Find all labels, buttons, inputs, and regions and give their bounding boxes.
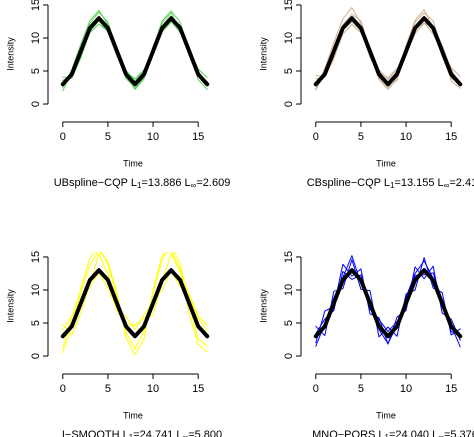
caption: UBspline−CQP L1=13.886 L∞=2.609 [54,177,231,190]
x-axis-label: Time [123,410,143,420]
y-axis-label: Intensity [258,289,268,323]
caption-subscript: 1 [390,181,395,190]
caption-subscript: ∞ [444,181,450,190]
x-tick-label: 0 [313,131,319,143]
caption-text: MNO−PQRS L [312,429,384,437]
series-line [62,9,208,89]
x-axis-label: Time [123,158,143,168]
caption-text: CBspline−CQP L [307,177,390,189]
caption-subscript: 1 [385,433,390,437]
x-tick-label: 10 [400,383,412,395]
x-tick-label: 0 [60,131,66,143]
caption-text: =13.886 L [141,177,190,189]
caption-text: =24.741 L [133,429,182,437]
caption-text: =24.040 L [389,429,438,437]
caption-text: =5.800 [188,429,222,437]
x-tick-label: 15 [192,383,204,395]
panel: 0 5 10 15 0 5 10 15 Intensity Time MNO−PQRS L1=24.… [258,251,474,437]
x-tick-label: 5 [358,383,364,395]
x-tick-label: 15 [445,383,457,395]
y-axis-label: Intensity [5,37,15,71]
x-axis-label: Time [376,410,396,420]
x-tick-label: 0 [313,383,319,395]
caption-text: =13.155 L [394,177,443,189]
x-tick-label: 0 [60,383,66,395]
series-line [315,21,461,79]
y-axis-label: Intensity [5,289,15,323]
y-tick-label: 0 [30,353,42,359]
series-line [315,270,461,335]
plot-lines [313,7,463,91]
plot-lines [313,255,463,348]
caption-text: =2.417 [449,177,474,189]
y-tick-label: 5 [283,320,295,326]
plot-lines [60,252,210,356]
y-tick-label: 10 [30,284,42,296]
y-tick-label: 5 [283,68,295,74]
y-tick-label: 15 [283,0,295,11]
caption-subscript: 1 [129,433,134,437]
caption: CBspline−CQP L1=13.155 L∞=2.417 [307,177,474,190]
y-tick-label: 15 [283,251,295,263]
caption: I−SMOOTH L1=24.741 L∞=5.800 [62,429,222,437]
y-axis-label: Intensity [258,37,268,71]
caption: MNO−PQRS L1=24.040 L∞=5.376 [312,429,474,437]
series-line [313,268,463,339]
x-tick-label: 5 [105,383,111,395]
y-tick-label: 0 [30,101,42,107]
x-tick-label: 10 [147,131,159,143]
series-line [62,252,208,350]
y-tick-label: 5 [30,68,42,74]
series-line [62,21,208,87]
series-line [62,20,208,80]
y-tick-label: 0 [283,101,295,107]
x-axis-label: Time [376,158,396,168]
series-line [60,268,210,339]
y-tick-label: 10 [283,284,295,296]
series-line [315,255,461,348]
series-line [315,263,461,345]
caption-subscript: ∞ [191,181,197,190]
series-line [62,253,208,336]
y-tick-label: 10 [30,32,42,44]
y-tick-label: 10 [283,32,295,44]
caption-subscript: 1 [137,181,142,190]
caption-subscript: ∞ [182,433,188,437]
x-tick-label: 15 [445,131,457,143]
caption-text: =2.609 [196,177,230,189]
series-line [315,12,461,91]
x-tick-label: 15 [192,131,204,143]
x-tick-label: 10 [147,383,159,395]
caption-text: UBspline−CQP L [54,177,137,189]
y-tick-label: 0 [283,353,295,359]
y-tick-label: 15 [30,251,42,263]
y-tick-label: 5 [30,320,42,326]
series-line [313,16,463,87]
x-tick-label: 5 [358,131,364,143]
panel: 0 5 10 15 0 5 10 15 Intensity Time I−SMOOTH L1=24.… [5,251,222,437]
caption-subscript: ∞ [438,433,444,437]
panel: 0 5 10 15 0 5 10 15 Intensity Time UBspline−CQP L1… [5,0,230,190]
caption-text: I−SMOOTH L [62,429,129,437]
x-tick-label: 5 [105,131,111,143]
panel: 0 5 10 15 0 5 10 15 Intensity Time CBspline−CQP L1… [258,0,474,190]
x-tick-label: 10 [400,131,412,143]
plot-lines [60,9,210,92]
caption-text: =5.376 [444,429,474,437]
y-tick-label: 15 [30,0,42,11]
series-line [60,16,210,87]
